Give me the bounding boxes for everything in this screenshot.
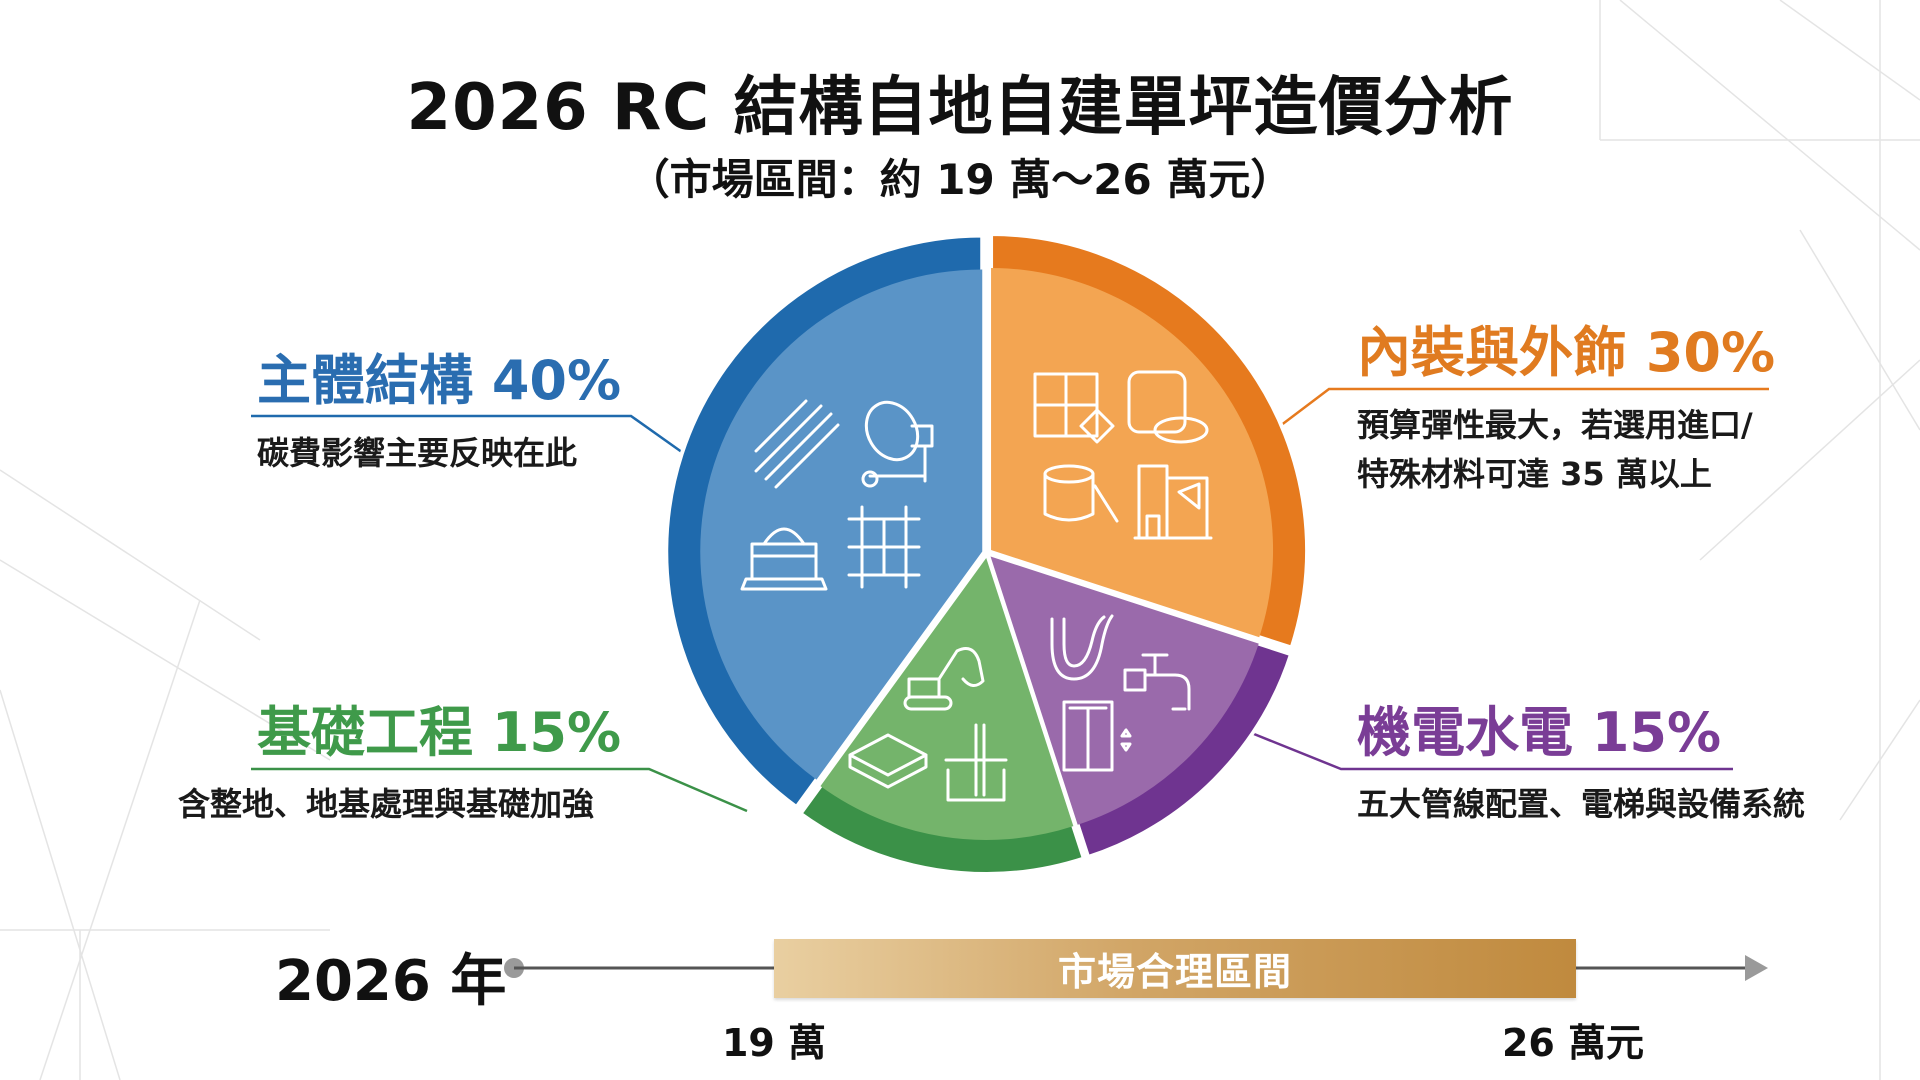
value-label: 30% bbox=[1645, 321, 1776, 384]
value-label: 15% bbox=[491, 701, 622, 764]
value-label: 15% bbox=[1591, 701, 1722, 764]
timeline-arrow-icon bbox=[1745, 955, 1768, 981]
tile-icon bbox=[1033, 372, 1115, 444]
value-label: 40% bbox=[491, 349, 622, 412]
label-text: 基礎工程 bbox=[257, 701, 473, 764]
range-min-label: 19 萬 bbox=[721, 1021, 827, 1065]
slice-desc-structure: 碳費影響主要反映在此 bbox=[257, 434, 578, 472]
slice-label-foundation: 基礎工程 15% bbox=[257, 688, 621, 767]
leader-line-structure bbox=[251, 414, 687, 457]
chart-title: 2026 RC 結構自地自建單坪造價分析 bbox=[406, 71, 1514, 145]
timeline-year: 2026 年 bbox=[275, 949, 507, 1014]
leader-line-interior bbox=[1279, 387, 1769, 427]
slice-label-structure: 主體結構 40% bbox=[257, 336, 621, 415]
pie-slice-inner bbox=[820, 557, 1074, 840]
market-range-label: 市場合理區間 bbox=[1057, 950, 1292, 994]
pie-slice-2 bbox=[797, 553, 1087, 876]
desc-line: 特殊材料可達 35 萬以上 bbox=[1357, 455, 1712, 493]
slice-label-mep: 機電水電 15% bbox=[1357, 688, 1721, 767]
pie-slice-0 bbox=[989, 232, 1310, 651]
slice-desc-mep: 五大管線配置、電梯與設備系統 bbox=[1357, 785, 1806, 823]
range-max-label: 26 萬元 bbox=[1501, 1021, 1645, 1065]
foundation-pile-icon bbox=[944, 723, 1008, 802]
market-range-bar: 市場合理區間 bbox=[774, 939, 1576, 998]
leader-line-mep bbox=[1248, 730, 1733, 771]
elevator-icon bbox=[1062, 700, 1132, 772]
desc-line: 預算彈性最大，若選用進口/ bbox=[1357, 406, 1753, 444]
excavator-icon bbox=[903, 647, 985, 711]
chart-subtitle: （市場區間：約 19 萬～26 萬元） bbox=[627, 155, 1293, 204]
sand-pile-icon bbox=[740, 527, 828, 591]
label-text: 內裝與外飾 bbox=[1357, 321, 1627, 384]
slice-desc-foundation: 含整地、地基處理與基礎加強 bbox=[178, 785, 595, 823]
label-text: 主體結構 bbox=[257, 349, 473, 412]
paint-bucket-icon bbox=[1043, 464, 1119, 523]
pie-slice-3 bbox=[664, 233, 985, 810]
stone-icon bbox=[1127, 370, 1209, 444]
pie-slice-inner bbox=[991, 268, 1274, 638]
faucet-icon bbox=[1123, 653, 1191, 711]
interior-room-icon bbox=[1133, 464, 1213, 540]
leader-line-foundation bbox=[251, 767, 748, 813]
rebar-icon bbox=[754, 399, 840, 489]
cables-icon bbox=[1050, 614, 1114, 681]
formwork-icon bbox=[847, 505, 921, 589]
cement-mixer-icon bbox=[861, 400, 934, 488]
slice-desc-interior: 預算彈性最大，若選用進口/特殊材料可達 35 萬以上 bbox=[1357, 401, 1753, 499]
slice-label-interior: 內裝與外飾 30% bbox=[1357, 308, 1775, 387]
label-text: 機電水電 bbox=[1357, 701, 1573, 764]
soil-layer-icon bbox=[848, 733, 928, 789]
pie-slice-inner bbox=[700, 269, 983, 780]
